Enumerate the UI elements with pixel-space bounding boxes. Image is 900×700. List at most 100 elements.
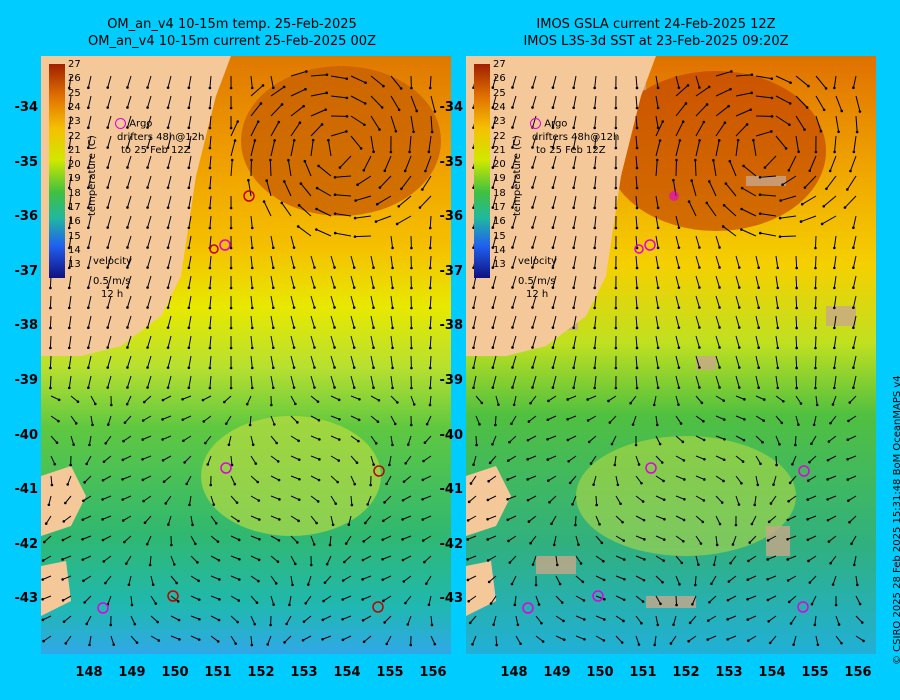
argo-float-3 — [634, 244, 644, 254]
argo-float-6 — [97, 602, 109, 614]
current-arrow — [735, 455, 744, 462]
current-arrow — [167, 235, 172, 248]
current-arrow — [594, 75, 597, 88]
current-arrow-head — [292, 266, 296, 269]
current-arrow — [310, 455, 320, 460]
current-arrow-head — [433, 110, 437, 113]
current-arrow-head — [531, 563, 535, 566]
current-arrow-head — [776, 306, 780, 310]
current-arrow — [469, 615, 477, 624]
current-arrow-head — [526, 458, 529, 461]
current-arrow — [363, 635, 372, 643]
current-arrow-head — [747, 639, 750, 642]
current-arrow — [844, 195, 857, 208]
current-arrow-head — [551, 206, 555, 209]
current-arrow — [310, 395, 319, 403]
current-arrow — [87, 195, 92, 208]
current-arrow — [552, 195, 557, 208]
current-arrow — [370, 315, 375, 328]
current-arrow-head — [511, 166, 514, 169]
current-arrow-head — [122, 439, 125, 443]
current-arrow-head — [833, 306, 836, 310]
current-arrow — [210, 535, 219, 543]
current-arrow — [715, 435, 725, 440]
current-arrow-head — [372, 326, 375, 330]
current-arrow-head — [653, 643, 657, 647]
current-arrow-head — [410, 246, 413, 250]
argo-float-1 — [669, 191, 679, 201]
current-arrow — [527, 475, 537, 480]
current-arrow-head — [161, 418, 164, 421]
current-arrow-head — [296, 225, 300, 228]
current-arrow-head — [758, 231, 762, 235]
current-arrow-head — [142, 499, 145, 503]
current-arrow — [49, 335, 52, 349]
current-arrow-head — [531, 326, 534, 329]
current-arrow — [107, 75, 112, 88]
current-arrow — [487, 495, 497, 501]
current-arrow — [773, 475, 777, 485]
current-arrow-head — [389, 150, 393, 154]
current-arrow — [735, 355, 740, 368]
current-arrow — [588, 435, 597, 443]
current-arrow — [847, 435, 857, 441]
current-arrow — [813, 415, 817, 425]
latitude-tick: -41 — [14, 482, 39, 498]
current-arrow-head — [321, 637, 324, 641]
current-arrow-head — [593, 286, 596, 290]
current-arrow — [170, 595, 179, 602]
current-arrow-head — [703, 457, 706, 461]
current-arrow — [735, 109, 751, 117]
current-arrow — [425, 575, 432, 584]
current-arrow-head — [254, 462, 258, 465]
current-arrow — [126, 95, 132, 108]
current-arrow — [695, 140, 701, 157]
current-arrow — [107, 255, 112, 268]
current-arrow-head — [662, 538, 666, 541]
current-arrow-head — [250, 226, 254, 230]
current-arrow-head — [568, 481, 572, 485]
current-arrow-head — [819, 129, 823, 133]
current-arrow-head — [683, 478, 686, 481]
current-arrow-head — [603, 618, 606, 621]
current-arrow — [835, 115, 840, 132]
latitude-tick: -40 — [439, 427, 464, 443]
current-arrow — [288, 595, 292, 605]
current-arrow — [209, 315, 212, 328]
colorbar-tick: 19 — [493, 173, 506, 185]
argo-float-1 — [243, 190, 255, 202]
current-arrow-head — [531, 386, 534, 389]
current-arrow-head — [491, 246, 495, 249]
current-arrow — [532, 75, 537, 88]
current-arrow — [675, 415, 682, 424]
current-arrow — [653, 395, 657, 405]
current-arrow-head — [778, 442, 781, 446]
current-arrow-head — [224, 422, 228, 425]
current-arrow-head — [380, 106, 384, 109]
current-arrow-head — [146, 386, 149, 389]
current-arrow-head — [699, 542, 703, 545]
current-arrow-head — [656, 106, 660, 110]
current-arrow — [552, 335, 557, 348]
current-arrow — [126, 215, 132, 228]
current-arrow-head — [766, 539, 770, 542]
current-arrow-head — [766, 578, 769, 581]
current-arrow-head — [718, 326, 721, 329]
current-arrow-head — [491, 146, 495, 149]
current-arrow-head — [325, 73, 329, 77]
current-arrow-head — [376, 420, 380, 424]
current-arrow-head — [345, 130, 348, 133]
current-arrow-head — [166, 226, 170, 229]
current-arrow-head — [334, 502, 338, 505]
current-arrow — [695, 555, 699, 565]
current-arrow — [695, 335, 700, 348]
current-arrow — [102, 475, 112, 481]
current-arrow — [335, 175, 352, 178]
current-arrow — [82, 535, 92, 540]
colorbar-tick: 14 — [68, 244, 81, 256]
current-arrow — [68, 275, 72, 288]
current-arrow-head — [146, 346, 149, 349]
current-arrow-head — [362, 169, 366, 172]
current-arrow — [330, 355, 335, 368]
current-arrow-head — [698, 346, 701, 349]
